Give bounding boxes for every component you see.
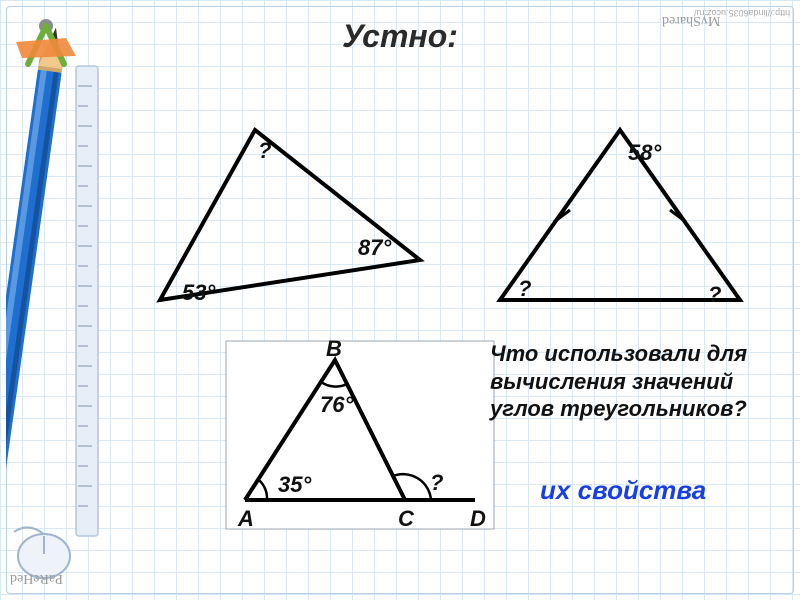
question-text: Что использовали для вычисления значений… [490,340,790,423]
watermark-brand-bottom: PaReHed [10,570,63,586]
t2-angle-left: ? [518,276,531,302]
t3-angle-apex: 76° [320,392,353,418]
t3-vertex-D: D [470,506,486,532]
t2-angle-right: ? [708,282,721,308]
t3-vertex-B: B [326,336,342,362]
t1-angle-left: 53° [182,280,215,306]
t3-vertex-A: A [238,506,254,532]
t1-angle-top: ? [258,138,271,164]
t1-angle-right: 87° [358,235,391,261]
t3-vertex-C: C [398,506,414,532]
t2-angle-apex: 58° [628,140,661,166]
answer-text: их свойства [540,475,706,506]
watermark-brand: MyShared [662,12,720,28]
t3-angle-left: 35° [278,472,311,498]
triangle-3-panel [225,340,495,530]
t3-ext-unknown: ? [430,470,443,496]
content-area: Устно: ? 87° 53° 58° ? ? A B C D 76° 35°… [0,0,800,600]
